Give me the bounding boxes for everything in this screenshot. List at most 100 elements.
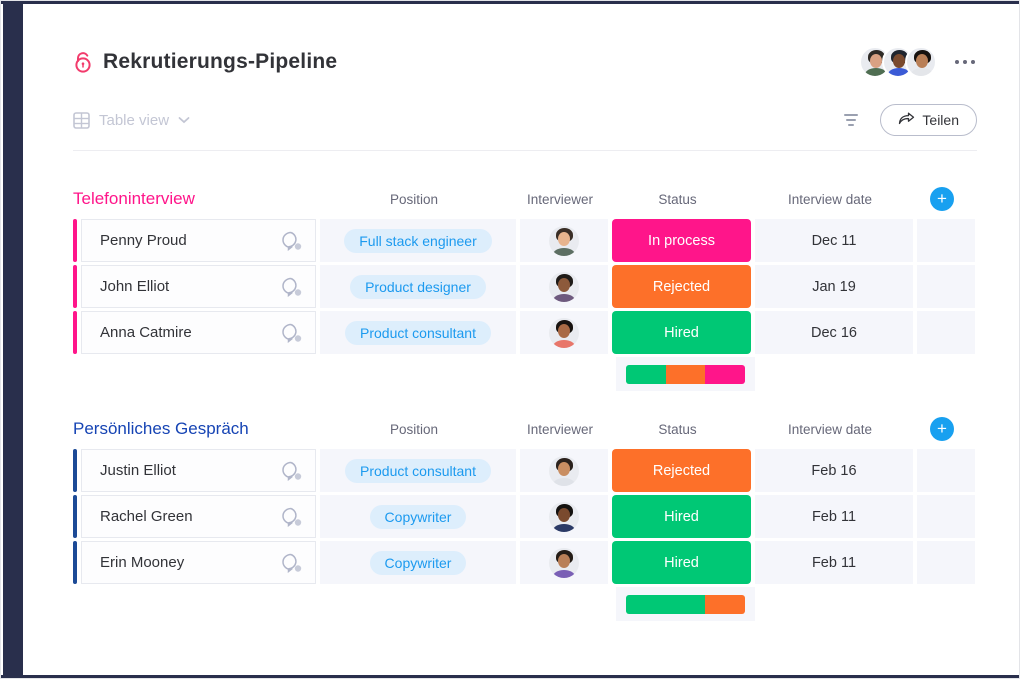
position-cell[interactable]: Full stack engineer: [320, 219, 516, 262]
column-header-interview-date[interactable]: Interview date: [787, 421, 873, 437]
column-header-interview-date[interactable]: Interview date: [787, 191, 873, 207]
position-cell[interactable]: Product consultant: [320, 311, 516, 354]
chat-bubble-icon[interactable]: [281, 277, 303, 297]
status-summary-cell: [616, 587, 755, 621]
board-members[interactable]: [859, 46, 937, 78]
toolbar: Table view Teilen: [73, 104, 977, 136]
name-cell[interactable]: Rachel Green: [81, 495, 316, 538]
table-row: Penny Proud Full stack engineer In proce…: [73, 219, 977, 262]
date-cell[interactable]: Jan 19: [755, 265, 913, 308]
date-cell[interactable]: Feb 16: [755, 449, 913, 492]
interviewer-avatar: [549, 317, 579, 348]
name-cell[interactable]: Penny Proud: [81, 219, 316, 262]
status-distribution-bar[interactable]: [626, 364, 745, 384]
interviewer-cell[interactable]: [520, 311, 608, 354]
group-title[interactable]: Persönliches Gespräch: [73, 419, 249, 438]
status-cell[interactable]: Rejected: [612, 265, 751, 308]
toolbar-divider: [73, 150, 977, 151]
view-switcher[interactable]: Table view: [73, 112, 190, 129]
table-row: Justin Elliot Product consultant Rejecte…: [73, 449, 977, 492]
date-label: Dec 11: [811, 232, 857, 249]
column-header-status[interactable]: Status: [658, 421, 697, 437]
position-cell[interactable]: Copywriter: [320, 541, 516, 584]
candidate-name: Rachel Green: [100, 508, 193, 525]
date-label: Jan 19: [812, 278, 856, 295]
add-column-button[interactable]: +: [930, 417, 954, 441]
more-options-button[interactable]: [953, 54, 977, 70]
table-row: Rachel Green Copywriter Hired: [73, 495, 977, 538]
name-cell[interactable]: John Elliot: [81, 265, 316, 308]
name-cell[interactable]: Anna Catmire: [81, 311, 316, 354]
interviewer-cell[interactable]: [520, 219, 608, 262]
share-button[interactable]: Teilen: [880, 104, 977, 136]
position-pill: Product consultant: [345, 320, 491, 345]
group-color-bar: [73, 219, 77, 262]
column-header-interviewer[interactable]: Interviewer: [526, 191, 594, 207]
candidate-name: Penny Proud: [100, 232, 187, 249]
interviewer-cell[interactable]: [520, 541, 608, 584]
chat-bubble-icon[interactable]: [281, 323, 303, 343]
position-cell[interactable]: Product consultant: [320, 449, 516, 492]
member-avatar[interactable]: [905, 46, 937, 78]
status-cell[interactable]: Hired: [612, 311, 751, 354]
table-row: Erin Mooney Copywriter Hired: [73, 541, 977, 584]
group-color-bar: [73, 541, 77, 584]
status-label: Rejected: [652, 278, 711, 295]
interviewer-avatar: [549, 455, 579, 486]
interviewer-avatar: [549, 225, 579, 256]
table-row: Anna Catmire Product consultant Hired: [73, 311, 977, 354]
position-cell[interactable]: Product designer: [320, 265, 516, 308]
column-header-interviewer[interactable]: Interviewer: [526, 421, 594, 437]
group-title[interactable]: Telefoninterview: [73, 189, 195, 208]
candidate-name: Justin Elliot: [100, 462, 176, 479]
date-label: Feb 11: [811, 508, 857, 525]
chat-bubble-icon[interactable]: [281, 507, 303, 527]
column-header-status[interactable]: Status: [658, 191, 697, 207]
interviewer-cell[interactable]: [520, 265, 608, 308]
empty-cell: [917, 495, 975, 538]
empty-cell: [917, 449, 975, 492]
interviewer-avatar: [549, 271, 579, 302]
name-cell[interactable]: Justin Elliot: [81, 449, 316, 492]
interviewer-cell[interactable]: [520, 449, 608, 492]
status-cell[interactable]: In process: [612, 219, 751, 262]
group-telefoninterview: Telefoninterview Position Interviewer St…: [73, 187, 977, 391]
status-label: Rejected: [652, 462, 711, 479]
chat-bubble-icon[interactable]: [281, 553, 303, 573]
frame-bottom-bar: [1, 675, 1019, 678]
interviewer-avatar: [549, 547, 579, 578]
status-cell[interactable]: Hired: [612, 495, 751, 538]
add-column-button[interactable]: +: [930, 187, 954, 211]
chat-bubble-icon[interactable]: [281, 231, 303, 251]
filter-icon[interactable]: [840, 110, 862, 130]
table-view-icon: [73, 111, 90, 129]
date-label: Feb 16: [811, 462, 857, 479]
frame-top-bar: [1, 1, 1019, 4]
column-header-position[interactable]: Position: [389, 191, 439, 207]
board-header: Rekrutierungs-Pipeline: [73, 46, 977, 78]
candidate-name: John Elliot: [100, 278, 170, 295]
interviewer-cell[interactable]: [520, 495, 608, 538]
board-title-wrap: Rekrutierungs-Pipeline: [73, 50, 337, 74]
date-cell[interactable]: Dec 16: [755, 311, 913, 354]
view-switcher-label: Table view: [99, 111, 170, 129]
column-header-position[interactable]: Position: [389, 421, 439, 437]
status-distribution-bar[interactable]: [626, 594, 745, 614]
status-summary-cell: [616, 357, 755, 391]
position-pill: Product consultant: [345, 458, 491, 483]
position-pill: Product designer: [350, 274, 486, 299]
chat-bubble-icon[interactable]: [281, 461, 303, 481]
status-cell[interactable]: Rejected: [612, 449, 751, 492]
date-cell[interactable]: Dec 11: [755, 219, 913, 262]
interviewer-avatar: [549, 501, 579, 532]
group-persoenliches-gespraech: Persönliches Gespräch Position Interview…: [73, 417, 977, 621]
share-button-label: Teilen: [922, 112, 959, 128]
group-header: Telefoninterview Position Interviewer St…: [73, 187, 977, 211]
date-cell[interactable]: Feb 11: [755, 541, 913, 584]
status-label: Hired: [664, 508, 699, 525]
board-page: Rekrutierungs-Pipeline: [23, 4, 1019, 675]
position-cell[interactable]: Copywriter: [320, 495, 516, 538]
status-cell[interactable]: Hired: [612, 541, 751, 584]
date-cell[interactable]: Feb 11: [755, 495, 913, 538]
name-cell[interactable]: Erin Mooney: [81, 541, 316, 584]
